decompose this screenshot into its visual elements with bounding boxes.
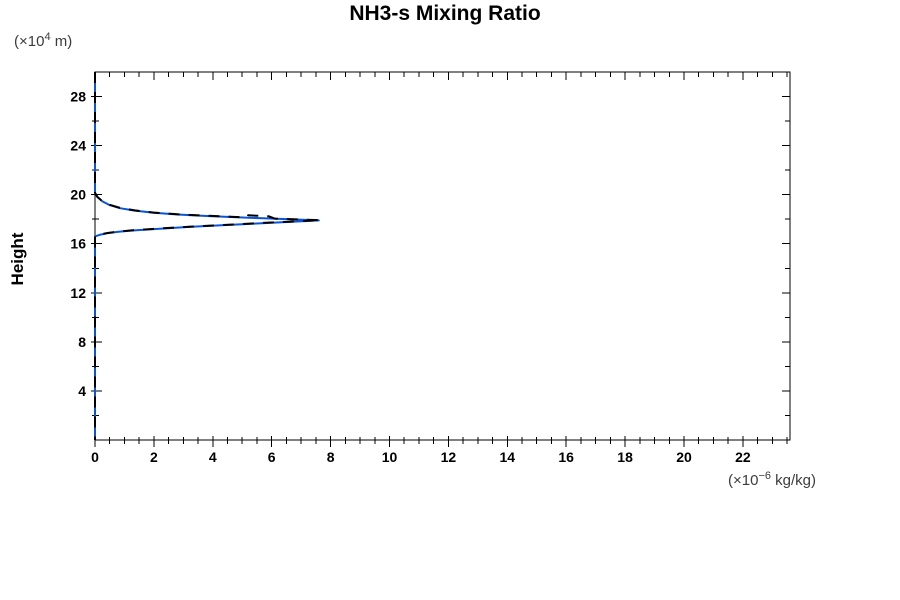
profile-line-dashed (94, 72, 322, 440)
x-tick-label: 2 (150, 449, 158, 465)
y-tick-label: 12 (70, 285, 86, 301)
y-tick-label: 16 (70, 236, 86, 252)
y-tick-label: 4 (78, 383, 86, 399)
x-tick-label: 10 (382, 449, 398, 465)
y-axis-units: (×104 m) (14, 31, 73, 50)
x-tick-label: 6 (268, 449, 276, 465)
x-tick-label: 14 (499, 449, 515, 465)
x-axis-units: (×10−6 kg/kg) (727, 470, 816, 489)
x-tick-label: 18 (617, 449, 633, 465)
x-tick-label: 12 (441, 449, 457, 465)
x-tick-label: 20 (676, 449, 692, 465)
y-tick-label: 20 (70, 187, 86, 203)
y-tick-label: 8 (78, 334, 86, 350)
x-tick-label: 22 (735, 449, 751, 465)
chart-title: NH3-s Mixing Ratio (349, 2, 541, 25)
x-tick-label: 16 (558, 449, 574, 465)
y-axis-title: Height (8, 232, 27, 286)
profile-line-solid (94, 72, 320, 440)
plot-frame (94, 71, 791, 441)
y-tick-label: 24 (70, 138, 86, 154)
x-tick-label: 0 (91, 449, 99, 465)
y-tick-label: 28 (70, 89, 86, 105)
x-tick-label: 8 (327, 449, 335, 465)
x-tick-label: 4 (209, 449, 217, 465)
